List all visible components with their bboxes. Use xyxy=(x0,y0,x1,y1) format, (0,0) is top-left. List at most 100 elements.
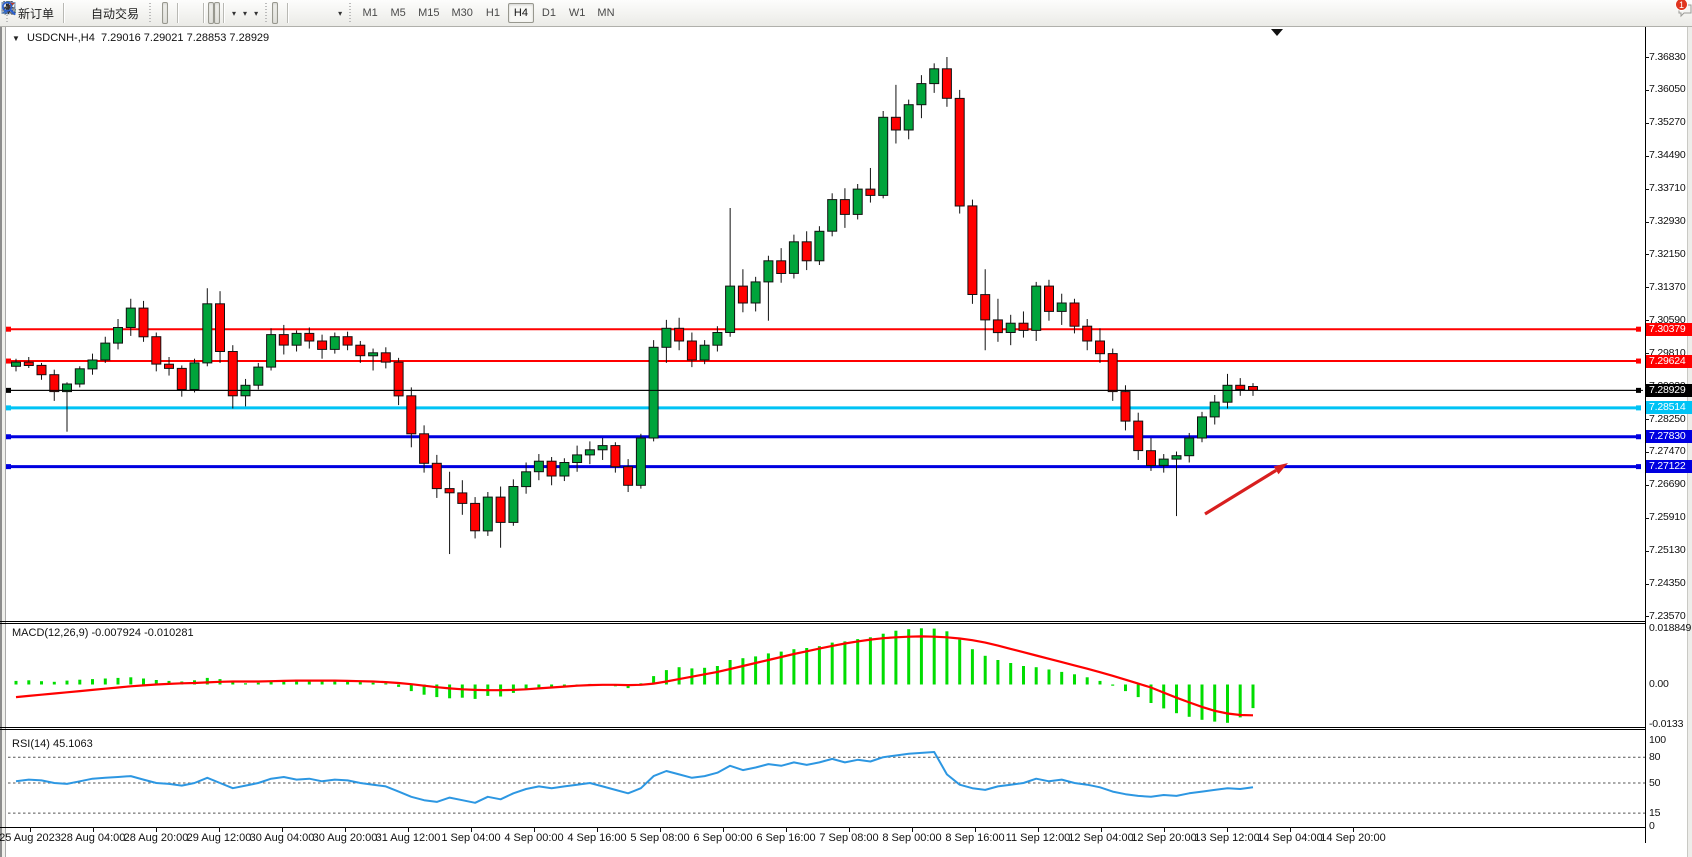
text-label-button[interactable]: T xyxy=(2,2,334,24)
price-axis-tick xyxy=(1645,583,1649,585)
timeframe-w1-button[interactable]: W1 xyxy=(564,3,591,23)
periods-button[interactable]: ▾ xyxy=(2,1,250,24)
chevron-down-icon: ▾ xyxy=(254,8,259,18)
crosshair-button[interactable] xyxy=(2,2,284,24)
time-axis-label: 30 Aug 20:00 xyxy=(312,832,378,844)
collapse-icon[interactable]: ▼ xyxy=(12,34,20,43)
toolbar-separator xyxy=(287,3,290,23)
time-axis-label: 6 Sep 16:00 xyxy=(756,832,816,844)
line-price-tag: 7.28514 xyxy=(1646,401,1692,415)
price-axis-label: 7.36830 xyxy=(1649,50,1686,63)
text-button[interactable]: A xyxy=(5,2,328,24)
chart-plot[interactable] xyxy=(0,27,1692,857)
time-axis-label: 4 Sep 00:00 xyxy=(504,832,564,844)
arrows-button[interactable]: ▾ xyxy=(2,2,345,24)
price-axis-label: 7.34490 xyxy=(1649,149,1686,162)
macd-signal-line xyxy=(15,635,1254,717)
candles-layer[interactable] xyxy=(11,57,1258,555)
price-axis-label: 7.33710 xyxy=(1649,182,1686,195)
line-price-tag: 7.28929 xyxy=(1646,383,1692,397)
new-order-button[interactable]: 新订单 xyxy=(3,1,60,24)
autotrade-button-label: 自动交易 xyxy=(91,6,140,21)
timeframe-mn-button[interactable]: MN xyxy=(592,3,619,23)
line-price-tag: 7.27122 xyxy=(1646,460,1692,474)
timeframe-m5-button[interactable]: M5 xyxy=(385,3,411,23)
time-axis-label: 1 Sep 04:00 xyxy=(441,832,501,844)
macd-axis-label: 0.00 xyxy=(1649,678,1669,690)
rsi-axis-label: 80 xyxy=(1649,750,1661,763)
rsi-line xyxy=(15,751,1254,804)
timeframe-m1-button[interactable]: M1 xyxy=(357,3,383,23)
ohlc-values: 7.29016 7.29021 7.28853 7.28929 xyxy=(100,32,270,44)
search-button[interactable] xyxy=(2,1,1666,24)
price-axis-label: 7.27470 xyxy=(1649,445,1686,458)
macd-histogram-layer xyxy=(14,628,1255,723)
time-axis-label: 5 Sep 08:00 xyxy=(630,832,690,844)
toolbar-grip[interactable] xyxy=(347,3,355,23)
timeframe-m30-button[interactable]: M30 xyxy=(447,3,478,23)
price-axis-tick xyxy=(1645,221,1649,223)
time-axis-label: 4 Sep 16:00 xyxy=(567,832,627,844)
toolbar-separator xyxy=(177,3,180,23)
price-axis-tick xyxy=(1645,155,1649,157)
time-axis-label: 25 Aug 2023 xyxy=(0,832,61,844)
time-axis-label: 14 Sep 04:00 xyxy=(1257,832,1323,844)
rsi-axis-label: 0 xyxy=(1649,819,1655,832)
line-chart-button[interactable] xyxy=(1,2,174,24)
price-axis-tick xyxy=(1645,419,1649,421)
timeframe-d1-button[interactable]: D1 xyxy=(536,3,562,23)
line-price-tag: 7.29624 xyxy=(1646,354,1692,368)
price-axis-tick xyxy=(1645,122,1649,124)
price-axis-label: 7.24350 xyxy=(1649,577,1686,590)
templates-button[interactable]: ▾ xyxy=(1,2,261,24)
price-axis-tick xyxy=(1645,353,1649,355)
svg-text:T: T xyxy=(6,4,12,14)
chevron-down-icon: ▾ xyxy=(338,8,343,18)
symbol-ohlc-line[interactable]: ▼ USDCNH-,H4 7.29016 7.29021 7.28853 7.2… xyxy=(12,32,269,44)
price-axis-label: 7.25910 xyxy=(1649,511,1686,524)
toolbar-grip[interactable] xyxy=(263,3,271,23)
price-axis-tick xyxy=(1645,451,1649,453)
time-axis-label: 12 Sep 04:00 xyxy=(1068,832,1134,844)
new-order-button-label: 新订单 xyxy=(18,6,55,21)
price-axis-label: 7.28250 xyxy=(1649,412,1686,425)
timeframe-h1-button[interactable]: H1 xyxy=(480,3,506,23)
price-axis-tick xyxy=(1645,254,1649,256)
chevron-down-icon: ▾ xyxy=(232,8,237,18)
time-axis-label: 8 Sep 16:00 xyxy=(945,832,1005,844)
time-axis-label: 11 Sep 12:00 xyxy=(1005,832,1071,844)
toolbar-separator xyxy=(203,3,206,23)
price-axis-label: 7.23570 xyxy=(1649,609,1686,622)
price-axis-label: 7.36050 xyxy=(1649,83,1686,96)
red-arrow-annotation[interactable] xyxy=(1204,463,1288,516)
autotrade-button[interactable]: 自动交易 xyxy=(1,1,145,24)
time-axis-label: 28 Aug 04:00 xyxy=(60,832,126,844)
toolbar-grip[interactable] xyxy=(147,3,155,23)
toolbar-right: 1 xyxy=(2,0,1692,24)
tile-windows-button[interactable] xyxy=(2,2,200,24)
time-axis-label: 13 Sep 12:00 xyxy=(1194,832,1260,844)
macd-axis-label: 0.018849 xyxy=(1649,621,1692,634)
price-axis-tick xyxy=(1645,188,1649,190)
price-axis-label: 7.31370 xyxy=(1649,280,1686,293)
line-price-tag: 7.27830 xyxy=(1646,430,1692,444)
svg-text:A: A xyxy=(5,2,14,16)
timeframe-m15-button[interactable]: M15 xyxy=(413,3,444,23)
window-left-border xyxy=(0,27,6,857)
chart-shift-marker-icon[interactable] xyxy=(1271,29,1283,36)
price-axis-tick xyxy=(1645,616,1649,618)
rsi-axis-label: 50 xyxy=(1649,776,1661,789)
chart-shift-button[interactable] xyxy=(2,2,221,24)
chevron-down-icon: ▾ xyxy=(243,8,248,18)
price-axis-tick xyxy=(1645,517,1649,519)
price-axis-tick xyxy=(1645,550,1649,552)
indicators-button[interactable]: ▾ xyxy=(1,2,239,24)
horizontal-lines-layer[interactable] xyxy=(6,326,1641,470)
timeframe-h4-button[interactable]: H4 xyxy=(507,3,534,23)
price-axis-tick xyxy=(1645,320,1649,322)
chart-window[interactable]: ▼ USDCNH-,H4 7.29016 7.29021 7.28853 7.2… xyxy=(0,27,1692,857)
price-axis-label: 7.32930 xyxy=(1649,215,1686,228)
toolbar-separator xyxy=(223,3,226,23)
time-axis-label: 6 Sep 00:00 xyxy=(693,832,753,844)
